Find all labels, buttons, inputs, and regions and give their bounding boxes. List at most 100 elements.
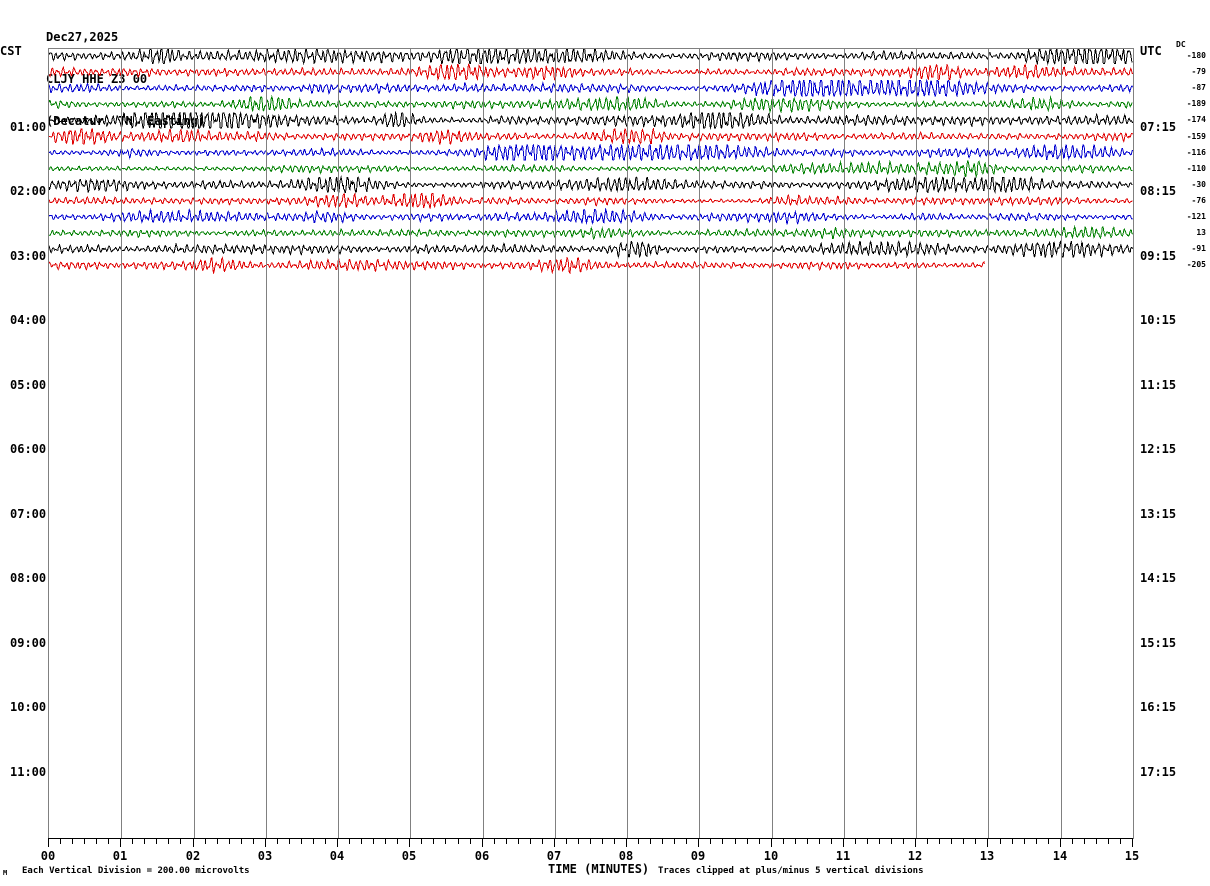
x-tick-major-1 <box>120 839 121 847</box>
x-tick-minor <box>951 839 952 844</box>
x-tick-minor <box>602 839 603 844</box>
x-tick-minor <box>963 839 964 844</box>
x-tick-minor <box>819 839 820 844</box>
right-time-label-0715: 07:15 <box>1140 120 1177 134</box>
x-tick-minor <box>686 839 687 844</box>
x-tick-minor <box>325 839 326 844</box>
x-tick-major-7 <box>554 839 555 847</box>
right-time-label-1215: 12:15 <box>1140 442 1177 457</box>
x-tick-major-14 <box>1060 839 1061 847</box>
x-tick-minor <box>1096 839 1097 844</box>
x-tick-minor <box>566 839 567 844</box>
right-time-label-1115: 11:15 <box>1140 377 1177 392</box>
x-tick-minor <box>722 839 723 844</box>
x-tick-minor <box>542 839 543 844</box>
x-tick-minor <box>1024 839 1025 844</box>
trace-row-2 <box>49 63 1133 81</box>
x-tick-minor <box>132 839 133 844</box>
x-tick-minor <box>927 839 928 844</box>
x-tick-minor <box>710 839 711 844</box>
dc-value-row-12: 13 <box>1196 228 1206 238</box>
seismogram-plot <box>48 48 1134 839</box>
dc-value-row-13: -91 <box>1191 244 1206 254</box>
x-tick-minor <box>397 839 398 844</box>
left-timezone-label: CST <box>0 44 22 58</box>
x-tick-label-10: 10 <box>763 849 779 863</box>
x-tick-minor <box>1084 839 1085 844</box>
x-tick-major-10 <box>771 839 772 847</box>
x-tick-minor <box>1036 839 1037 844</box>
x-tick-minor <box>180 839 181 844</box>
left-time-label-0100: 01:00 <box>10 120 47 134</box>
x-tick-minor <box>747 839 748 844</box>
x-tick-label-15: 15 <box>1124 849 1140 863</box>
right-time-label-1315: 13:15 <box>1140 506 1177 521</box>
x-tick-label-14: 14 <box>1052 849 1068 863</box>
x-tick-minor <box>867 839 868 844</box>
trace-row-13 <box>49 239 1133 259</box>
left-time-label-1100: 11:00 <box>10 764 47 779</box>
trace-row-4 <box>49 94 1133 114</box>
x-tick-major-0 <box>48 839 49 847</box>
x-tick-minor <box>614 839 615 844</box>
x-tick-minor <box>217 839 218 844</box>
gridline-minute-1 <box>121 49 122 839</box>
x-tick-minor <box>253 839 254 844</box>
x-tick-major-3 <box>265 839 266 847</box>
x-tick-minor <box>421 839 422 844</box>
dc-column-header: DC <box>1176 40 1186 49</box>
x-tick-minor <box>84 839 85 844</box>
gridline-minute-6 <box>483 49 484 839</box>
x-tick-major-13 <box>987 839 988 847</box>
x-tick-minor <box>1072 839 1073 844</box>
x-tick-minor <box>289 839 290 844</box>
dc-value-row-3: -87 <box>1191 83 1206 93</box>
gridline-minute-14 <box>1061 49 1062 839</box>
x-tick-minor <box>795 839 796 844</box>
right-time-label-1615: 16:15 <box>1140 700 1177 715</box>
left-time-label-0700: 07:00 <box>10 506 47 521</box>
dc-value-row-2: -79 <box>1191 67 1206 77</box>
x-tick-label-07: 07 <box>546 849 562 863</box>
dc-value-row-4: -189 <box>1186 99 1206 109</box>
x-tick-minor <box>385 839 386 844</box>
header-date: Dec27,2025 <box>46 30 119 44</box>
gridline-minute-3 <box>266 49 267 839</box>
x-tick-minor <box>1048 839 1049 844</box>
dc-value-row-10: -76 <box>1191 195 1206 205</box>
corner-marker-glyph: M <box>3 869 8 877</box>
x-tick-major-9 <box>698 839 699 847</box>
x-tick-major-4 <box>337 839 338 847</box>
x-tick-minor <box>891 839 892 844</box>
gridline-minute-13 <box>988 49 989 839</box>
x-tick-minor <box>301 839 302 844</box>
x-tick-minor <box>168 839 169 844</box>
x-tick-minor <box>205 839 206 844</box>
x-tick-minor <box>650 839 651 844</box>
x-tick-major-8 <box>626 839 627 847</box>
gridline-minute-12 <box>916 49 917 839</box>
waveform-traces <box>49 49 1133 275</box>
trace-row-6 <box>49 127 1133 146</box>
x-tick-minor <box>975 839 976 844</box>
trace-row-8 <box>49 159 1133 179</box>
x-tick-minor <box>518 839 519 844</box>
x-tick-minor <box>903 839 904 844</box>
dc-value-row-14: -205 <box>1186 260 1206 270</box>
gridline-minute-10 <box>772 49 773 839</box>
x-tick-label-00: 00 <box>40 849 56 863</box>
x-tick-minor <box>494 839 495 844</box>
x-tick-minor <box>470 839 471 844</box>
x-tick-minor <box>855 839 856 844</box>
right-time-label-0915: 09:15 <box>1140 248 1177 263</box>
x-axis-title: TIME (MINUTES) <box>548 862 650 876</box>
left-time-label-0600: 06:00 <box>10 442 47 457</box>
left-time-label-0800: 08:00 <box>10 571 47 586</box>
x-tick-minor <box>241 839 242 844</box>
x-tick-minor <box>662 839 663 844</box>
x-tick-label-11: 11 <box>835 849 851 863</box>
x-tick-minor <box>590 839 591 844</box>
x-tick-minor <box>1120 839 1121 844</box>
right-time-label-0815: 08:15 <box>1140 184 1177 199</box>
x-tick-minor <box>506 839 507 844</box>
